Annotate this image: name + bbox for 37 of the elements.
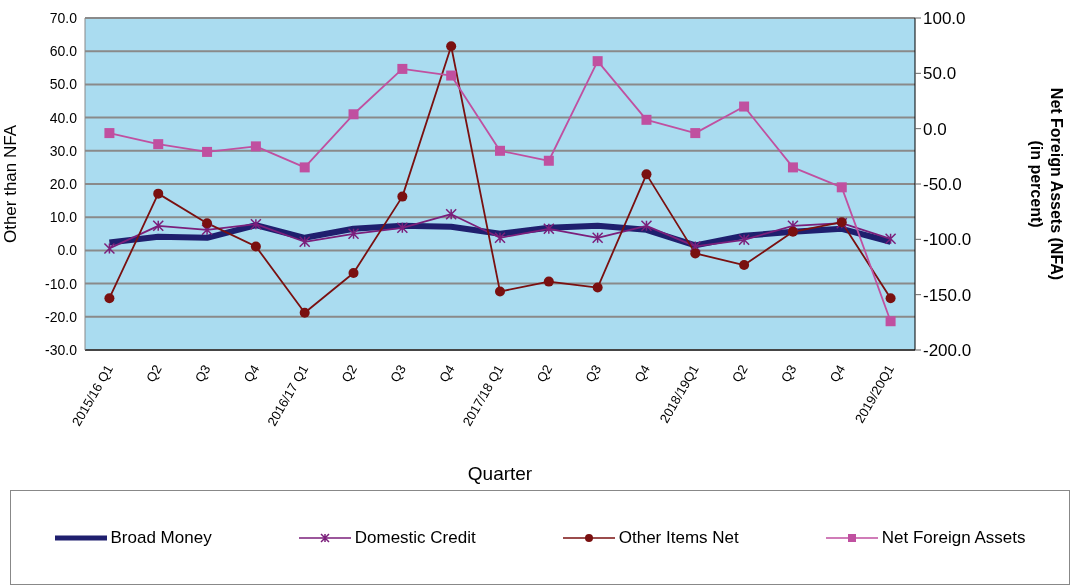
y-tick-label: 70.0	[49, 9, 78, 26]
x-tick-label: Q2	[728, 362, 751, 385]
y-tick-label: 10.0	[49, 209, 78, 226]
y2-tick-label: -100.0	[923, 230, 972, 250]
x-tick-label: Q2	[338, 362, 361, 385]
y-tick-label: -10.0	[45, 275, 78, 292]
y2-tick-label: -50.0	[923, 175, 962, 195]
x-tick-label: Q3	[191, 362, 214, 385]
y-tick-label: 40.0	[49, 109, 78, 126]
y-tick-label: 20.0	[49, 175, 78, 192]
y2-axis-title: Net Foreign Assets (NFA) (in percent)	[1028, 87, 1065, 281]
y-tick-label: 0.0	[57, 242, 78, 259]
x-tick-label: Q4	[826, 362, 849, 385]
y-tick-label: 30.0	[49, 142, 78, 159]
legend-label: Net Foreign Assets	[881, 527, 1026, 548]
y2-tick-label: 0.0	[923, 119, 947, 139]
y-axis-title: Other than NFA	[1, 124, 21, 244]
y-tick-label: -30.0	[45, 341, 78, 358]
x-tick-label: Q3	[387, 362, 409, 385]
x-tick-label: Q4	[240, 362, 263, 385]
legend-label: Domestic Credit	[354, 527, 476, 548]
y-tick-label: 50.0	[49, 76, 78, 93]
x-axis-title: Quarter	[467, 463, 533, 484]
y2-tick-label: -200.0	[923, 341, 972, 361]
y2-tick-label: 50.0	[923, 64, 957, 84]
y-tick-label: -20.0	[45, 308, 78, 325]
legend-label: Other Items Net	[618, 527, 739, 548]
x-tick-label: Q4	[436, 362, 458, 385]
x-tick-label: Q2	[533, 362, 556, 385]
y2-tick-label: 100.0	[923, 9, 966, 29]
y-tick-label: 60.0	[49, 43, 78, 60]
y2-tick-label: -150.0	[923, 285, 972, 305]
x-tick-label: Q3	[582, 362, 605, 385]
x-tick-label: Q3	[777, 362, 800, 385]
legend-label: Broad Money	[110, 527, 212, 548]
x-tick-label: Q2	[143, 362, 165, 385]
x-tick-label: Q4	[631, 362, 653, 385]
